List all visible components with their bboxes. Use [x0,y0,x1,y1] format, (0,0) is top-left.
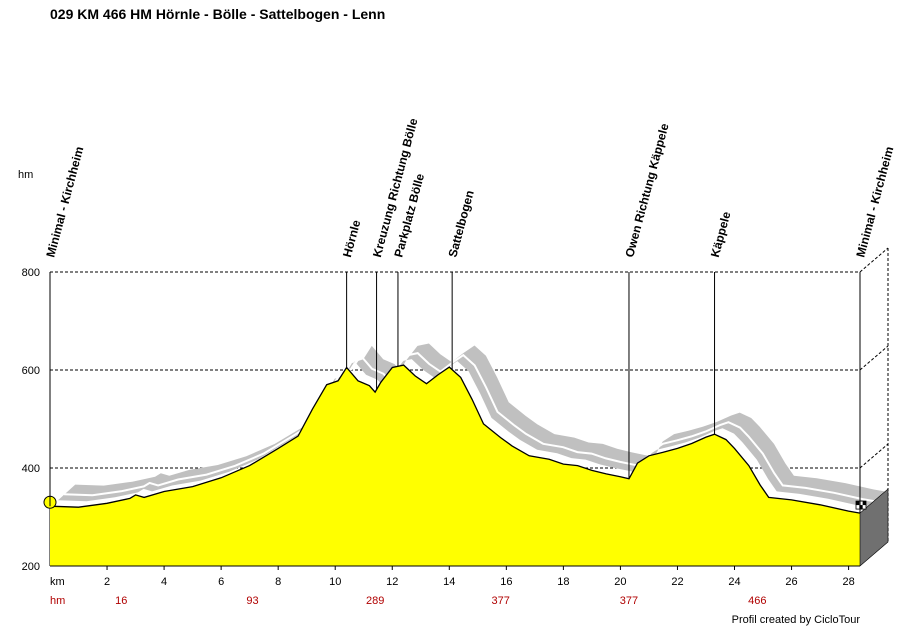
waypoint-label-6: Käppele [708,210,734,259]
x-axis-unit-label: km [50,576,65,588]
x-tick-label-22: 22 [671,576,683,588]
profile-shadow [58,343,886,508]
waypoint-label-4: Sattelbogen [446,189,477,259]
finish-flag-check [862,501,866,506]
x-tick-label-8: 8 [275,576,281,588]
cumulative-hm-label-5: 466 [748,595,766,607]
x-tick-label-24: 24 [728,576,740,588]
cumulative-hm-label-1: 93 [246,595,258,607]
hm-row-label: hm [50,595,65,607]
profile-line [49,364,861,514]
profile-fill [50,365,860,566]
y-tick-label-200: 200 [22,561,40,573]
y-axis-unit-label: hm [18,169,33,181]
finish-flag-check [859,505,863,510]
x-tick-label-12: 12 [386,576,398,588]
x-tick-label-2: 2 [104,576,110,588]
waypoint-label-5: Owen Richtung Käppele [622,122,671,259]
x-tick-label-18: 18 [557,576,569,588]
y-tick-label-800: 800 [22,267,40,279]
x-tick-label-20: 20 [614,576,626,588]
x-tick-label-6: 6 [218,576,224,588]
y-axis-ticks: 200 400 600 800 [22,267,40,573]
y-tick-label-600: 600 [22,365,40,377]
x-tick-label-28: 28 [842,576,854,588]
cumulative-hm-label-4: 377 [620,595,638,607]
x-tick-label-14: 14 [443,576,455,588]
grid-depth-line-400 [859,443,889,469]
cumulative-hm-row: 16 93 289 377 377 466 [115,595,766,607]
profile-shadow-highlight [63,352,875,503]
grid-depth-line-600 [859,345,889,371]
finish-flag-check [856,501,860,506]
cumulative-hm-label-3: 377 [491,595,509,607]
cumulative-hm-label-2: 289 [366,595,384,607]
chart-title: 029 KM 466 HM Hörnle - Bölle - Sattelbog… [50,6,385,22]
profile-end-face [859,488,889,567]
x-tick-label-16: 16 [500,576,512,588]
x-tick-label-26: 26 [785,576,797,588]
profile-area [49,364,861,566]
y-tick-label-400: 400 [22,463,40,475]
grid-depth-line-800 [859,247,889,273]
x-tick-label-10: 10 [329,576,341,588]
x-tick-label-4: 4 [161,576,167,588]
waypoint-label-0: Minimal - Kirchheim [43,145,86,259]
cumulative-hm-label-0: 16 [115,595,127,607]
x-axis-ticks: 2 4 6 8 10 12 14 16 18 20 22 24 26 28 [50,565,860,588]
waypoint-label-7: Minimal - Kirchheim [853,145,896,259]
waypoint-label-1: Hörnle [340,218,363,259]
credit-text: Profil created by CicloTour [732,614,861,626]
finish-flag-icon [855,500,867,510]
